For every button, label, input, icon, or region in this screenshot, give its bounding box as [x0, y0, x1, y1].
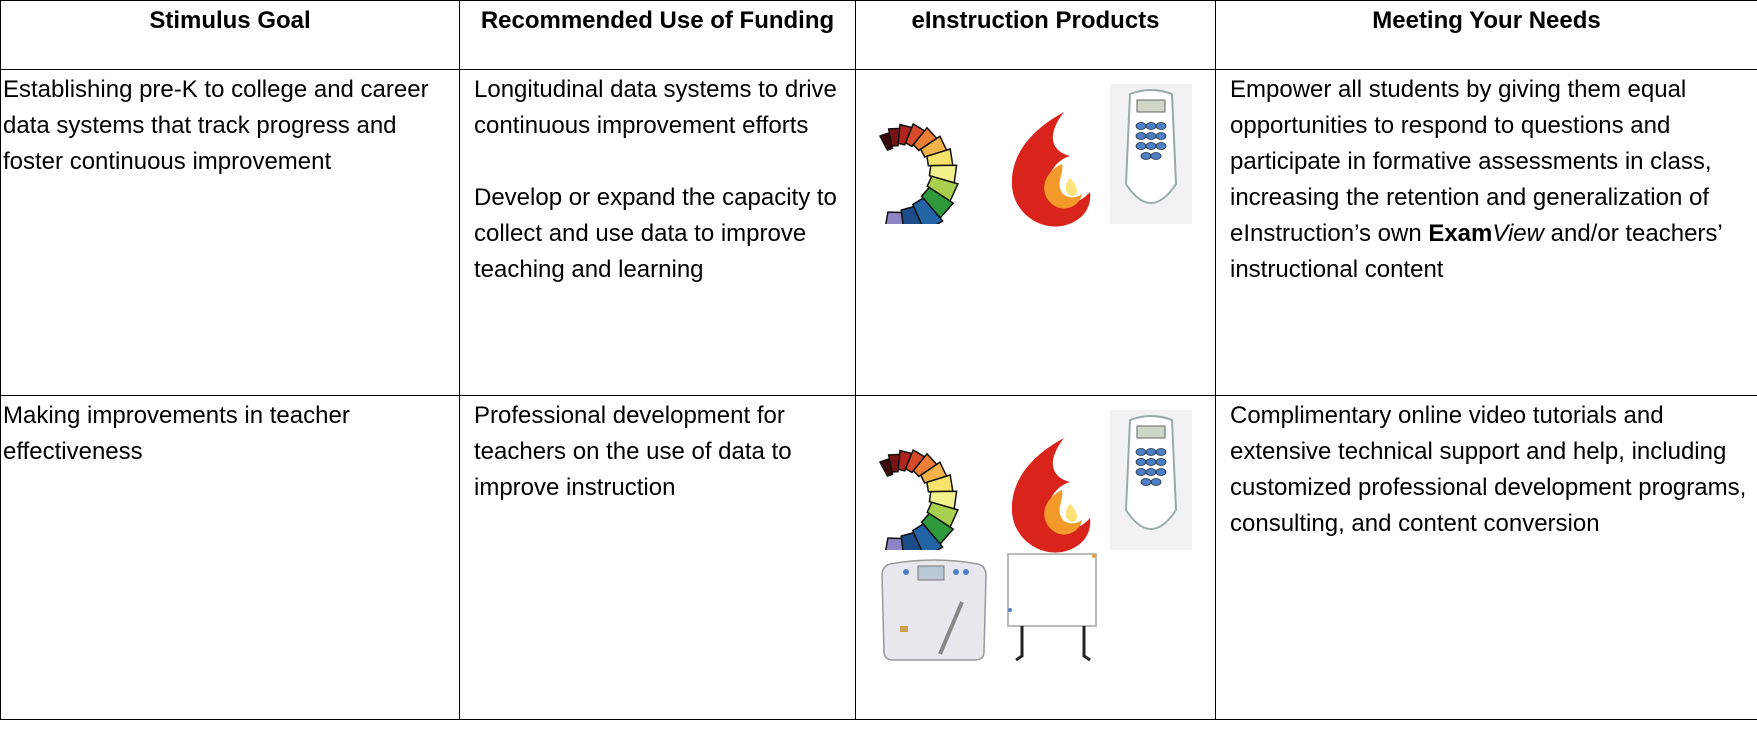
needs-text: View: [1492, 220, 1544, 247]
table-row: Establishing pre-K to college and career…: [0, 69, 1757, 396]
tablet-icon: [881, 559, 987, 661]
assessment-icon: [878, 448, 959, 550]
goal-cell: Establishing pre-K to college and career…: [0, 69, 460, 396]
arc-segment: [911, 197, 944, 224]
clicker-icon: [1110, 84, 1192, 224]
goal-cell: Making improvements in teacher effective…: [0, 395, 460, 720]
header-row: Stimulus Goal Recommended Use of Funding…: [0, 0, 1757, 70]
product-icons: [860, 72, 1198, 232]
product-icons: [860, 398, 1198, 666]
needs-text: Complimentary online video tutorials and…: [1230, 402, 1747, 537]
needs-cell: Complimentary online video tutorials and…: [1215, 395, 1757, 720]
products-cell: [855, 395, 1216, 720]
use-cell: Professional development for teachers on…: [459, 395, 856, 720]
header-cell: Stimulus Goal: [0, 0, 460, 70]
assessment-icon: [878, 122, 959, 224]
flame-icon: [1011, 438, 1091, 553]
clicker-icon: [1110, 410, 1192, 550]
flame-icon: [1011, 112, 1091, 227]
products-cell: [855, 69, 1216, 396]
table-row: Making improvements in teacher effective…: [0, 395, 1757, 720]
use-text: Develop or expand the capacity to collec…: [474, 184, 837, 283]
needs-text: Empower all students by giving them equa…: [1230, 76, 1712, 247]
arc-segment: [900, 531, 923, 550]
use-text: Professional development for teachers on…: [474, 402, 792, 501]
header-cell: eInstruction Products: [855, 0, 1216, 70]
needs-text: Exam: [1428, 220, 1493, 247]
arc-segment: [911, 523, 944, 550]
arc-segment: [885, 211, 904, 224]
arc-segment: [900, 205, 923, 224]
use-text: Longitudinal data systems to drive conti…: [474, 76, 837, 139]
whiteboard-icon: [1007, 553, 1097, 662]
arc-segment: [885, 537, 904, 550]
use-cell: Longitudinal data systems to drive conti…: [459, 69, 856, 396]
needs-text: and/or teachers’ instructional content: [1230, 220, 1722, 283]
header-cell: Meeting Your Needs: [1215, 0, 1757, 70]
needs-cell: Empower all students by giving them equa…: [1215, 69, 1757, 396]
header-cell: Recommended Use of Funding: [459, 0, 856, 70]
